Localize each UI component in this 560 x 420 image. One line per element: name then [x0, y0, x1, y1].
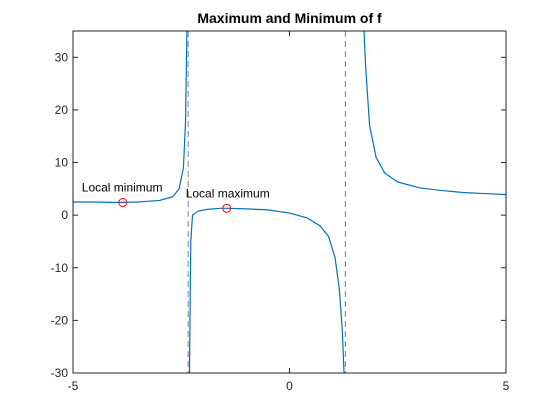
x-tick-label: -5 — [68, 379, 79, 393]
series-line — [188, 207, 345, 373]
y-tick-label: -10 — [51, 261, 69, 275]
y-tick-label: 30 — [55, 50, 69, 64]
y-tick-label: 20 — [55, 103, 69, 117]
extremum-marker — [118, 198, 128, 208]
extrema-markers — [118, 198, 232, 213]
series-line — [73, 31, 188, 204]
x-tick-label: 5 — [503, 379, 510, 393]
y-tick-label: 0 — [61, 208, 68, 222]
extremum-label: Local maximum — [186, 186, 270, 200]
y-tick-label: -30 — [51, 366, 69, 380]
extremum-marker — [222, 203, 232, 213]
extremum-label: Local minimum — [82, 181, 163, 195]
series-group — [73, 31, 506, 373]
chart-title: Maximum and Minimum of f — [197, 10, 382, 26]
y-axis: -30 -20 -10 0 10 20 30 — [51, 50, 506, 380]
x-axis: -5 0 5 — [68, 31, 510, 393]
series-line — [363, 31, 506, 196]
annotations: Local minimum Local maximum — [82, 181, 270, 201]
y-tick-label: 10 — [55, 156, 69, 170]
x-tick-label: 0 — [286, 379, 293, 393]
y-tick-label: -20 — [51, 313, 69, 327]
asymptote-lines — [187, 31, 346, 373]
